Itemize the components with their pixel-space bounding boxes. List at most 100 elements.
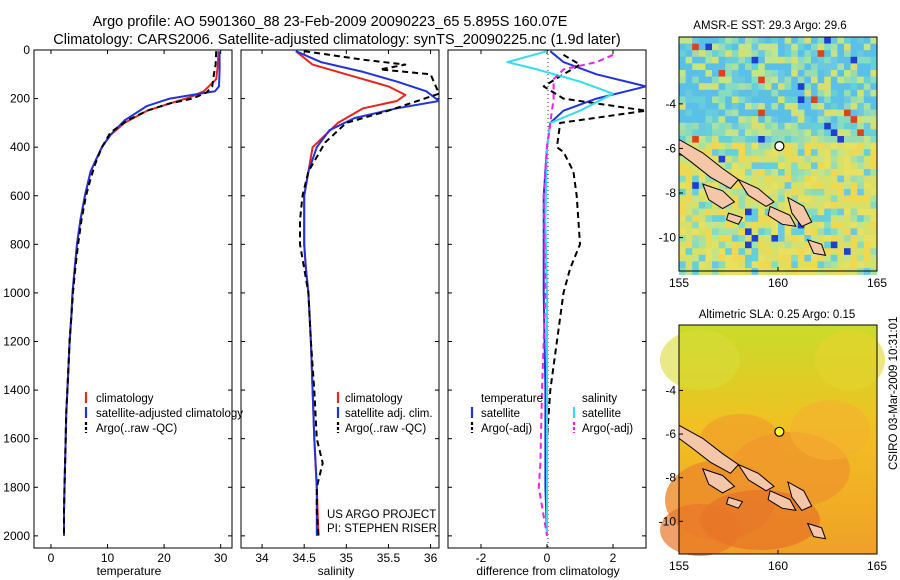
sst-cell (751, 149, 759, 157)
figure-title-line2: Climatology: CARS2006. Satellite-adjuste… (53, 32, 620, 48)
sst-cell (844, 109, 851, 117)
sst-cell (797, 261, 805, 269)
sst-cell (791, 129, 799, 137)
sst-cell (844, 162, 851, 170)
sst-cell (712, 83, 719, 91)
sst-cell (817, 70, 825, 77)
sst-cell (837, 43, 845, 51)
x-tick-label: 35 (340, 551, 354, 565)
sst-cell (804, 254, 812, 262)
sst-cell (771, 261, 779, 269)
sst-cell (751, 175, 759, 183)
map-y-tick-label: -8 (665, 186, 676, 200)
sst-cell (718, 235, 726, 242)
sst-cell (870, 175, 878, 183)
sst-cell (679, 129, 686, 137)
sst-cell (817, 116, 825, 124)
sst-cell (679, 169, 686, 176)
sst-cell (870, 188, 878, 196)
sst-cell (771, 50, 779, 58)
sst-cell (738, 63, 746, 71)
sst-cell (705, 208, 713, 216)
sst-cell (692, 248, 700, 256)
sst-cell (725, 208, 733, 216)
sst-cell (850, 96, 858, 104)
sst-cell (751, 221, 759, 229)
sst-cell (725, 221, 733, 229)
sst-cell (850, 142, 858, 150)
sst-cell (830, 241, 838, 249)
sst-cell (725, 43, 733, 51)
sst-cell (698, 136, 706, 143)
sst-cell (824, 195, 832, 203)
sst-cell (738, 37, 746, 44)
sst-cell (692, 136, 700, 143)
sst-cell (811, 76, 818, 84)
sst-cell (745, 70, 752, 77)
sst-cell (758, 215, 766, 223)
sst-cell (764, 254, 772, 262)
sst-cell (764, 50, 772, 58)
sst-cell (745, 202, 752, 209)
sst-cell (712, 63, 719, 71)
sst-cell (837, 89, 845, 97)
sst-cell (738, 241, 746, 249)
sst-cell (870, 228, 878, 236)
sst-cell (824, 261, 832, 269)
sst-cell (738, 254, 746, 262)
sst-cell (685, 50, 693, 58)
sst-cell (698, 175, 706, 183)
legend-header-temperature: temperature (481, 393, 543, 405)
series-line (537, 53, 614, 537)
sst-cell (758, 103, 766, 110)
sst-cell (830, 70, 838, 77)
figure-title-line1: Argo profile: AO 5901360_88 23-Feb-2009 … (93, 14, 568, 30)
sst-cell (830, 96, 838, 104)
sst-cell (778, 169, 785, 176)
depth-tick-label: 400 (10, 140, 30, 154)
sst-cell (679, 83, 686, 91)
legend-label-sal-satellite: satellite (582, 408, 621, 420)
sst-cell (817, 89, 825, 97)
sst-cell (791, 261, 799, 269)
sst-cell (692, 188, 700, 196)
sst-cell (863, 149, 871, 157)
sst-cell (758, 83, 766, 91)
sst-cell (751, 43, 759, 51)
sst-cell (844, 221, 851, 229)
sst-cell (817, 129, 825, 137)
sst-cell (830, 195, 838, 203)
sst-cell (857, 182, 865, 190)
sst-cell (863, 248, 871, 256)
sst-cell (824, 149, 832, 157)
sst-cell (745, 56, 752, 64)
legend-label-sal-argo: Argo(-adj) (582, 423, 633, 435)
sst-cell (771, 70, 779, 77)
sst-cell (844, 155, 851, 163)
sst-cell (784, 96, 792, 104)
sst-cell (844, 136, 851, 143)
sst-cell (844, 235, 851, 242)
sst-cell (811, 235, 818, 242)
sst-cell (837, 241, 845, 249)
sst-cell (784, 89, 792, 97)
sst-cell (758, 155, 766, 163)
sst-cell (692, 202, 700, 209)
sst-cell (685, 136, 693, 143)
sst-cell (857, 175, 865, 183)
sst-cell (764, 169, 772, 176)
x-tick-label: -2 (476, 551, 487, 565)
sla-map (660, 324, 885, 556)
sst-cell (784, 155, 792, 163)
sst-cell (764, 241, 772, 249)
sst-cell (718, 228, 726, 236)
sst-cell (731, 169, 739, 176)
sst-cell (731, 89, 739, 97)
sst-cell (725, 122, 733, 130)
sst-cell (824, 96, 832, 104)
sst-cell (811, 43, 818, 51)
sst-cell (764, 56, 772, 64)
sst-cell (863, 89, 871, 97)
sst-cell (863, 254, 871, 262)
sst-cell (837, 122, 845, 130)
